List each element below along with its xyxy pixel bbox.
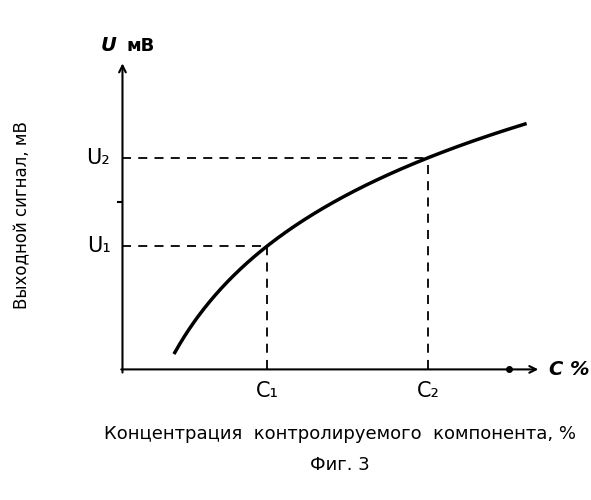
Text: C %: C % — [549, 360, 590, 379]
Text: C₁: C₁ — [256, 381, 279, 401]
Text: U: U — [100, 36, 116, 54]
Text: Концентрация  контролируемого  компонента, %: Концентрация контролируемого компонента,… — [104, 425, 576, 443]
Text: Фиг. 3: Фиг. 3 — [310, 456, 370, 474]
Text: C₂: C₂ — [417, 381, 440, 401]
Text: мВ: мВ — [126, 36, 155, 54]
Text: Выходной сигнал, мВ: Выходной сигнал, мВ — [14, 121, 31, 309]
Text: U₁: U₁ — [87, 236, 111, 256]
Text: U₂: U₂ — [86, 148, 111, 168]
